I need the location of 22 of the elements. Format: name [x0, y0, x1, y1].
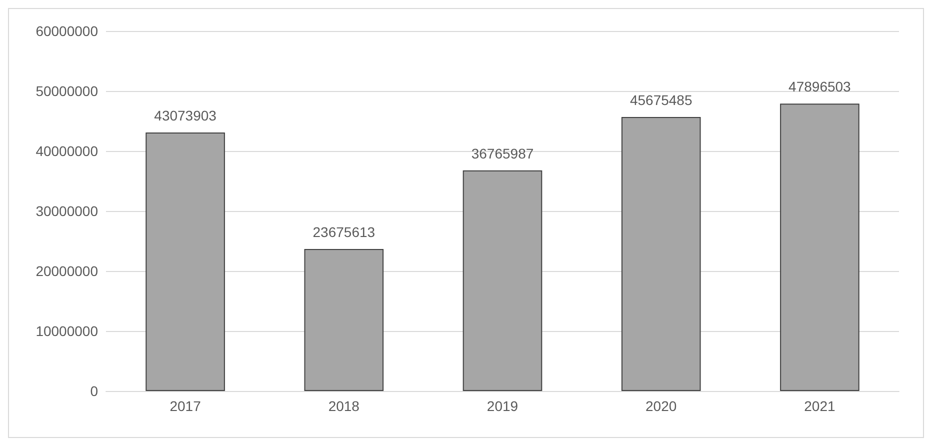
y-tick-label: 20000000: [36, 263, 98, 279]
bar: [621, 116, 701, 391]
x-tick-label: 2021: [804, 398, 836, 414]
y-tick-label: 10000000: [36, 323, 98, 339]
bar: [304, 248, 384, 391]
bar: [780, 104, 860, 391]
bar: [146, 132, 225, 391]
x-tick-label: 2020: [646, 398, 677, 414]
x-tick-label: 2018: [328, 398, 360, 414]
x-tick-label: 2017: [170, 398, 202, 414]
data-label: 23675613: [312, 224, 376, 240]
data-label: 36765987: [471, 145, 534, 162]
y-tick-label: 40000000: [36, 143, 98, 159]
y-tick-label: 50000000: [36, 83, 98, 99]
data-label: 47896503: [788, 78, 852, 95]
data-label: 45675485: [630, 92, 692, 108]
data-label: 43073903: [154, 108, 217, 124]
bar: [462, 170, 542, 391]
y-tick-label: 30000000: [36, 203, 98, 219]
x-tick-label: 2019: [486, 398, 518, 414]
y-tick-label: 0: [90, 383, 98, 399]
y-tick-label: 60000000: [36, 23, 98, 39]
